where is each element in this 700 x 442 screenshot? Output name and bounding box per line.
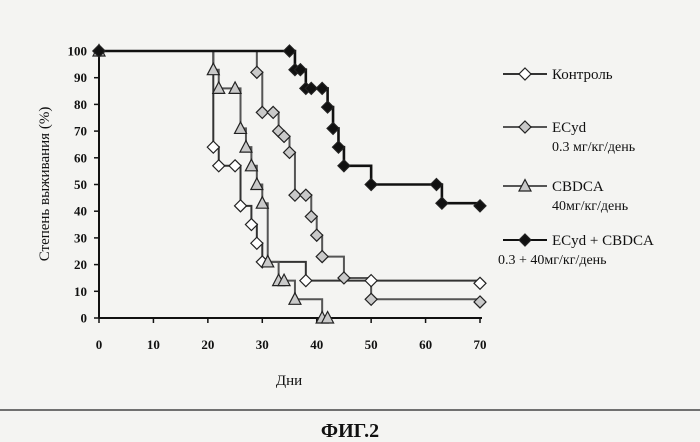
series-line — [99, 51, 480, 206]
data-point — [311, 229, 323, 241]
y-tick-label: 90 — [74, 70, 87, 85]
figure-caption: ФИГ.2 — [321, 420, 379, 442]
data-point — [474, 200, 486, 212]
legend: Контроль ECyd 0.3 мг/кг/день CBDCA 40мг/кг/д… — [498, 67, 654, 268]
legend-label: CBDCA — [552, 179, 604, 195]
data-point — [207, 141, 219, 153]
legend-item: ECyd + CBDCA 0.3 + 40мг/кг/день — [498, 233, 654, 268]
series-points — [93, 45, 486, 308]
data-point — [251, 237, 263, 249]
plot-area: 0 10 20 30 40 50 60 70 80 90 100 0 10 20 30 40 50 60 70 — [68, 44, 487, 353]
x-tick-label: 40 — [310, 337, 323, 352]
data-point — [229, 160, 241, 172]
x-tick-label: 0 — [96, 337, 103, 352]
data-point — [235, 200, 247, 212]
legend-item: ECyd 0.3 мг/кг/день — [503, 120, 635, 155]
data-point — [338, 272, 350, 284]
series-line — [99, 51, 480, 283]
data-point — [365, 275, 377, 287]
legend-label: Контроль — [552, 67, 613, 83]
legend-marker — [519, 234, 531, 246]
data-point — [245, 219, 257, 231]
series-points — [93, 45, 486, 289]
data-point — [338, 160, 350, 172]
data-point — [300, 189, 312, 201]
x-tick-label: 30 — [256, 337, 269, 352]
x-tick-label: 70 — [474, 337, 487, 352]
data-point — [316, 251, 328, 263]
y-axis-label: Степень выживания (%) — [37, 107, 53, 262]
x-tick-label: 60 — [419, 337, 432, 352]
y-tick-label: 100 — [68, 44, 88, 59]
series-lines — [99, 51, 480, 318]
legend-sublabel: 40мг/кг/день — [552, 199, 628, 214]
data-point — [365, 293, 377, 305]
y-tick-label: 50 — [74, 177, 87, 192]
y-tick-label: 40 — [74, 204, 87, 219]
data-point — [365, 179, 377, 191]
data-point — [474, 277, 486, 289]
data-point — [213, 160, 225, 172]
y-tick-label: 70 — [74, 124, 87, 139]
series-points — [93, 45, 486, 212]
y-tick-label: 0 — [81, 311, 88, 326]
y-tick-label: 60 — [74, 150, 87, 165]
y-tick-label: 80 — [74, 97, 87, 112]
data-point — [300, 275, 312, 287]
legend-label: ECyd + CBDCA — [552, 233, 654, 249]
legend-label: ECyd — [552, 120, 587, 136]
legend-marker — [519, 68, 531, 80]
y-ticks: 0 10 20 30 40 50 60 70 80 90 100 — [68, 44, 100, 326]
x-axis-label: Дни — [276, 373, 302, 389]
data-point — [284, 146, 296, 158]
legend-sublabel: 0.3 + 40мг/кг/день — [498, 253, 607, 268]
legend-sublabel: 0.3 мг/кг/день — [552, 140, 635, 155]
x-tick-label: 50 — [365, 337, 378, 352]
data-point — [436, 197, 448, 209]
data-point — [474, 296, 486, 308]
x-tick-label: 10 — [147, 337, 160, 352]
data-point — [267, 106, 279, 118]
x-ticks: 0 10 20 30 40 50 60 70 — [96, 318, 487, 352]
y-tick-label: 10 — [74, 284, 87, 299]
x-tick-label: 20 — [201, 337, 214, 352]
legend-marker — [519, 121, 531, 133]
y-tick-label: 20 — [74, 257, 87, 272]
data-point — [305, 211, 317, 223]
series-line — [99, 51, 480, 302]
data-point — [251, 66, 263, 78]
y-tick-label: 30 — [74, 230, 87, 245]
legend-item: CBDCA 40мг/кг/день — [503, 179, 628, 214]
legend-item: Контроль — [503, 67, 613, 83]
